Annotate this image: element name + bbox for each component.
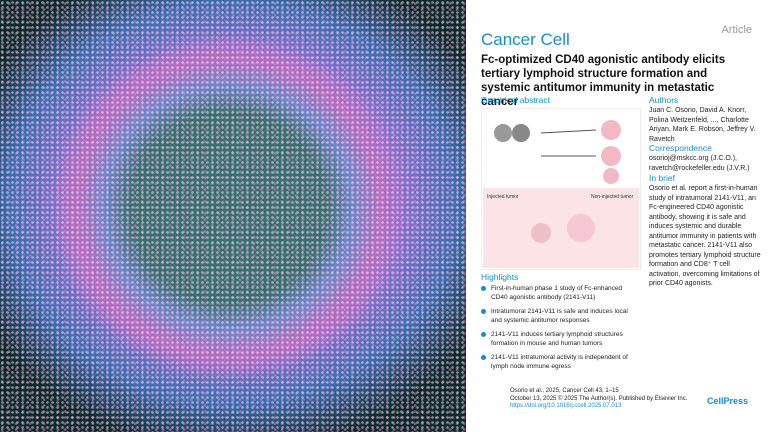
bullet — [481, 286, 486, 291]
highlight-item: First-in-human phase 1 study of Fc-enhan… — [481, 284, 631, 302]
doi[interactable]: https://doi.org/10.1016/j.ccell.2025.07.… — [510, 403, 622, 409]
bullet — [481, 309, 486, 314]
highlight-text: First-in-human phase 1 study of Fc-enhan… — [491, 285, 623, 301]
correspondence: osorioj@mskcc.org (J.C.O.), ravetch@rock… — [649, 155, 750, 172]
section-heading: Authors — [649, 95, 679, 105]
highlight-text: 2141-V11 induces tertiary lymphoid struc… — [491, 331, 623, 347]
footer: Osorio et al., 2025, Cancer Cell 43, 1–1… — [510, 388, 687, 411]
highlight-text: 2141-V11 intratumoral activity is indepe… — [491, 354, 628, 370]
graphical-abstract: Injected tumor Non-injected tumor — [481, 108, 641, 270]
date: October 13, 2025 © 2025 The Author(s). P… — [510, 395, 688, 402]
figure-label: Non-injected tumor — [591, 194, 634, 200]
bullet — [481, 355, 486, 360]
section-heading: Highlights — [481, 272, 519, 282]
journal: Cancer Cell — [481, 30, 570, 49]
cover-image — [0, 0, 466, 432]
title: Fc-optimized CD40 agonistic antibody eli… — [481, 54, 726, 108]
highlights: First-in-human phase 1 study of Fc-enhan… — [481, 284, 631, 376]
section-heading: Correspondence — [649, 143, 712, 153]
bullet — [481, 332, 486, 337]
authors: Juan C. Osorio, David A. Knorr, Polina W… — [649, 107, 756, 143]
highlight-item: Intratumoral 2141-V11 is safe and induce… — [481, 307, 631, 325]
in-brief: Osorio et al. report a first-in-human st… — [649, 185, 761, 287]
publisher-logo: CellPress — [707, 396, 749, 406]
figure-label: Injected tumor — [487, 194, 519, 200]
section-heading: Graphical abstract — [481, 95, 550, 105]
highlight-item: 2141-V11 intratumoral activity is indepe… — [481, 353, 631, 371]
article-type: Article — [721, 24, 752, 36]
highlight-item: 2141-V11 induces tertiary lymphoid struc… — [481, 330, 631, 348]
section-heading: In brief — [649, 173, 675, 183]
highlight-text: Intratumoral 2141-V11 is safe and induce… — [491, 308, 628, 324]
citation: Osorio et al., 2025, Cancer Cell 43, 1–1… — [510, 388, 619, 394]
